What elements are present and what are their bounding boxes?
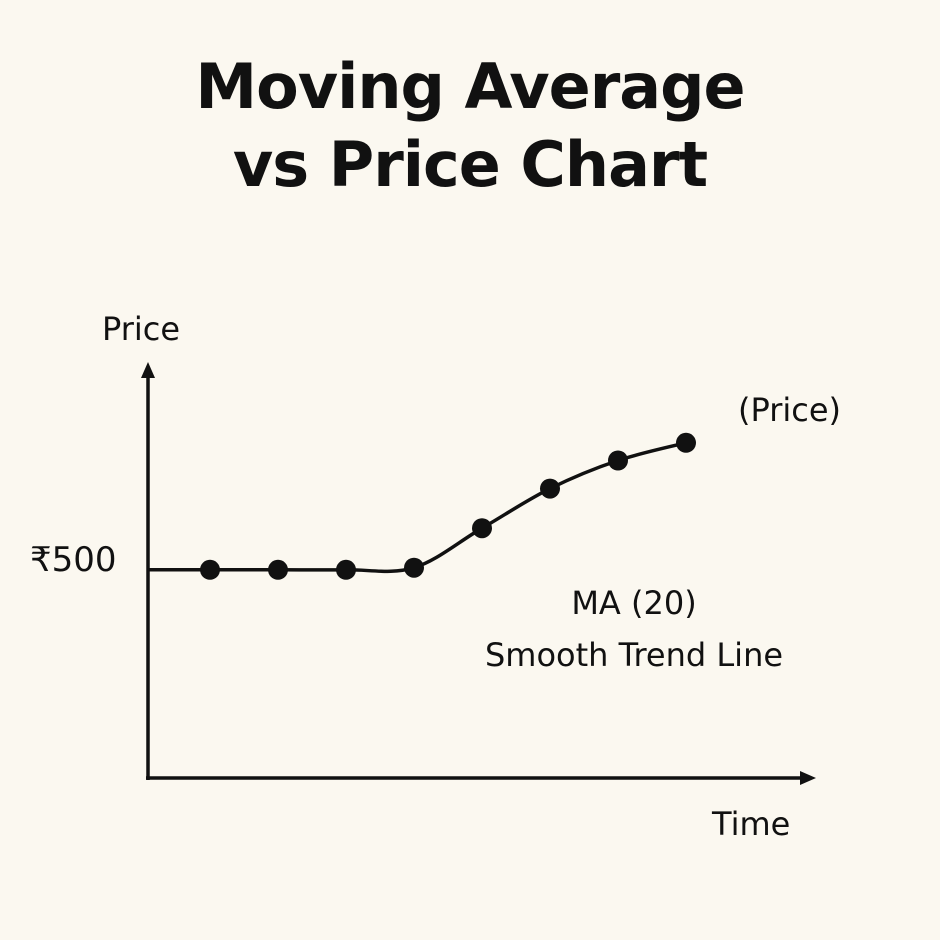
price-series-points xyxy=(200,432,696,580)
annotation-trend-label: Smooth Trend Line xyxy=(485,636,783,674)
price-point-2 xyxy=(268,559,288,580)
series-label: (Price) xyxy=(738,391,841,429)
price-series-line xyxy=(148,441,688,574)
annotation-ma-label: MA (20) xyxy=(571,584,696,622)
chart-title: Moving Average vs Price Chart xyxy=(0,48,940,204)
chart-title-line-2: vs Price Chart xyxy=(232,128,708,201)
price-point-5 xyxy=(472,518,492,539)
x-axis-arrow-icon xyxy=(800,771,816,785)
price-point-1 xyxy=(200,559,220,580)
price-point-3 xyxy=(336,559,356,580)
y-axis-label: Price xyxy=(102,310,180,348)
price-point-4 xyxy=(404,557,424,578)
price-point-8 xyxy=(676,432,696,453)
x-axis-label: Time xyxy=(711,805,790,843)
chart-title-line-1: Moving Average xyxy=(195,50,745,123)
price-point-6 xyxy=(540,478,560,499)
y-tick-label: ₹500 xyxy=(30,540,117,580)
price-point-7 xyxy=(608,450,628,471)
y-axis-arrow-icon xyxy=(141,362,155,378)
